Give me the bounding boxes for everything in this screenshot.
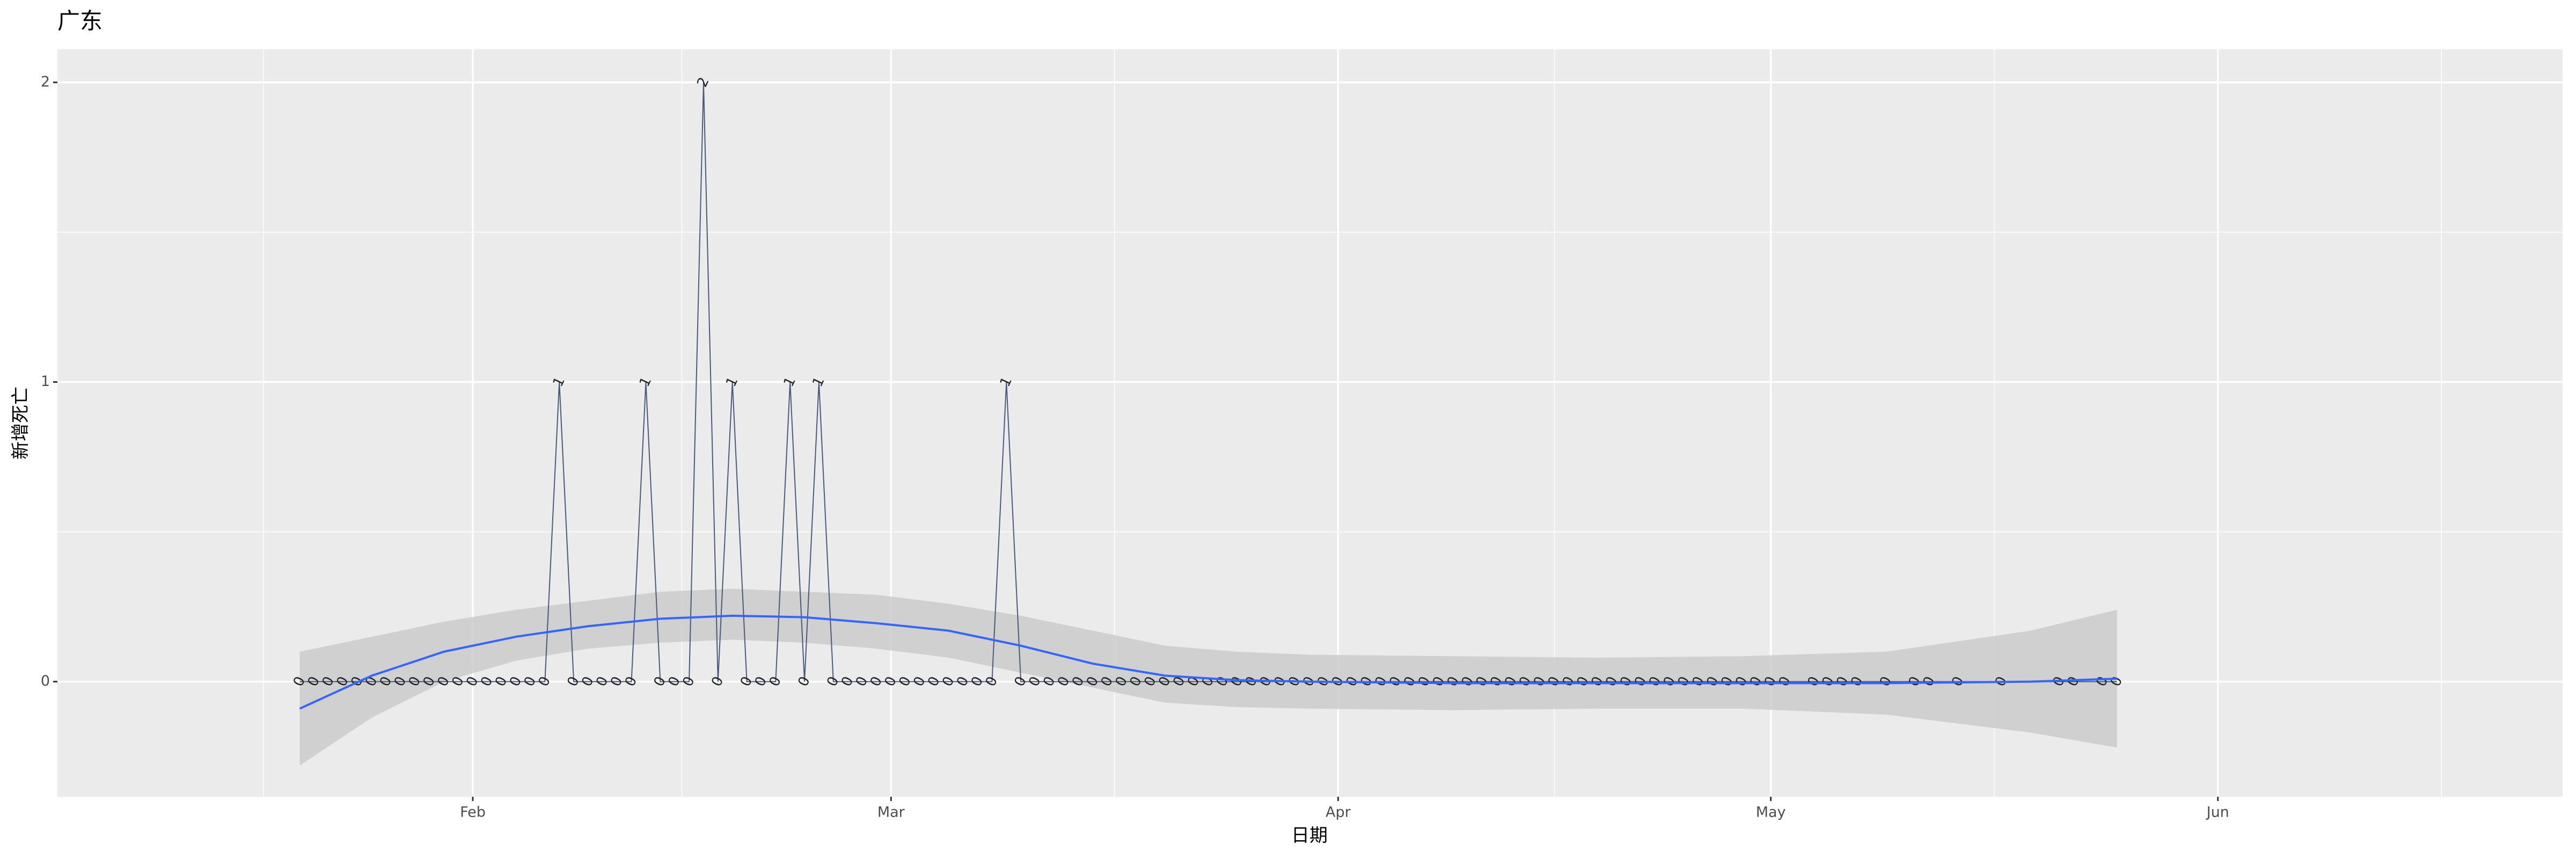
data-line	[299, 82, 2117, 682]
smooth-line	[299, 614, 2117, 710]
confidence-band	[299, 588, 2117, 766]
x-tick-label: Mar	[877, 804, 905, 821]
chart-title: 广东	[57, 8, 103, 34]
y-tick-label: 1	[41, 373, 50, 390]
x-tick-label: Apr	[1326, 804, 1351, 821]
x-axis-label: 日期	[1291, 825, 1328, 847]
y-axis-label: 新增死亡	[10, 387, 32, 460]
y-tick-label: 2	[41, 74, 50, 90]
x-tick-label: Jun	[2206, 804, 2229, 821]
y-tick-label: 0	[41, 673, 50, 689]
x-tick-label: May	[1756, 804, 1786, 821]
x-tick-label: Feb	[460, 804, 486, 821]
